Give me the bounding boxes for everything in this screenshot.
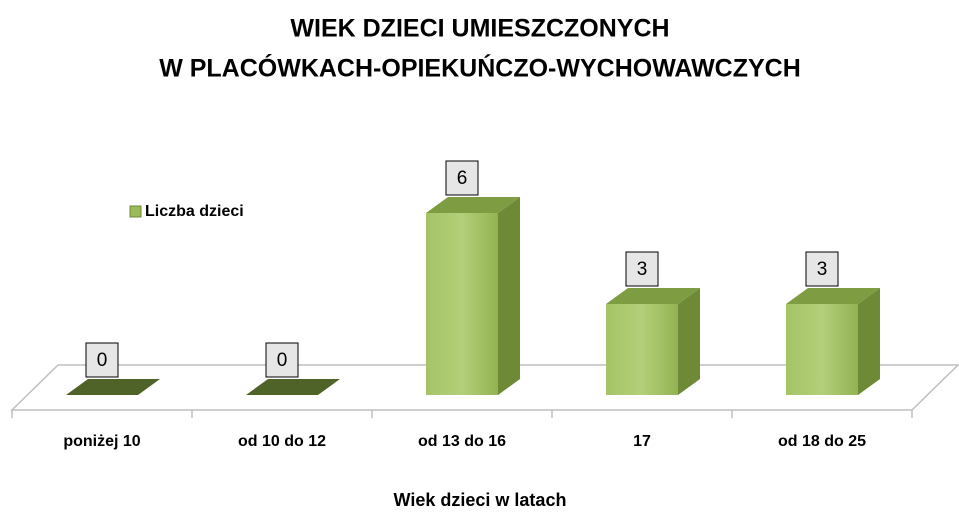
data-label: 3 [637,259,648,280]
data-label-box [445,160,479,196]
legend-label: Liczba dzieci [145,203,244,220]
bar [66,379,160,395]
bar [426,197,520,395]
chart-title: WIEK DZIECI UMIESZCZONYCH [290,15,669,43]
x-tick-label: poniżej 10 [63,433,140,450]
legend-swatch [129,205,142,218]
bar-top [786,288,880,304]
data-label-box [85,342,119,378]
bar-top [246,379,340,395]
x-tick-label: od 18 do 25 [778,433,866,450]
bar [786,288,880,395]
chart-title: W PLACÓWKACH-OPIEKUŃCZO-WYCHOWAWCZYCH [159,53,801,83]
data-label-box [265,342,299,378]
data-label: 6 [457,168,468,189]
x-axis-label: Wiek dzieci w latach [394,490,567,510]
data-label-box [625,251,659,287]
bar-top [426,197,520,213]
data-label: 0 [97,350,108,371]
data-label: 3 [817,259,828,280]
bar-side [858,288,880,395]
bar [606,288,700,395]
data-label-box [805,251,839,287]
bar-front [786,304,858,395]
bar-side [678,288,700,395]
bar [246,379,340,395]
bar-top [606,288,700,304]
bar-front [426,213,498,395]
x-tick-label: od 10 do 12 [238,433,326,450]
x-tick-label: 17 [633,433,651,450]
bar-side [498,197,520,395]
x-tick-label: od 13 do 16 [418,433,506,450]
data-label: 0 [277,350,288,371]
bar-front [606,304,678,395]
bar-top [66,379,160,395]
